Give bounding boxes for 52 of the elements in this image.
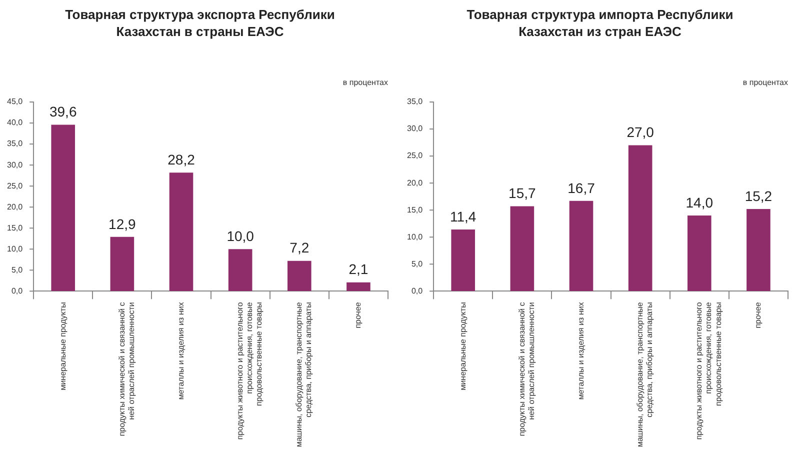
y-tick-label: 30,0 xyxy=(406,124,424,134)
y-tick-label: 10,0 xyxy=(406,232,424,242)
y-tick-label: 30,0 xyxy=(6,160,24,170)
x-tick-label: прочее xyxy=(354,302,363,328)
bar xyxy=(569,200,594,292)
y-axis-title: в процентах xyxy=(342,78,388,87)
y-tick-label: 20,0 xyxy=(6,202,24,212)
bar xyxy=(628,145,652,292)
data-label: 14,0 xyxy=(686,194,714,210)
data-label: 7,2 xyxy=(290,240,310,256)
data-label: 27,0 xyxy=(626,124,654,140)
data-label: 28,2 xyxy=(168,151,196,168)
y-tick-label: 5,0 xyxy=(411,259,424,268)
x-tick-label: прочее xyxy=(754,302,763,328)
x-tick-label: минеральные продукты xyxy=(458,302,468,390)
bar xyxy=(687,215,712,292)
data-label: 2,1 xyxy=(348,261,368,278)
data-label: 15,7 xyxy=(508,185,536,202)
bar xyxy=(228,249,252,292)
data-label: 10,0 xyxy=(226,228,254,244)
bar xyxy=(51,124,76,292)
x-tick-label: минеральные продукты xyxy=(58,302,68,390)
bar xyxy=(169,172,194,292)
y-axis-title: в процентах xyxy=(742,78,788,87)
bar xyxy=(746,209,770,292)
y-tick-label: 35,0 xyxy=(6,139,24,148)
bar xyxy=(287,260,312,292)
y-tick-label: 40,0 xyxy=(6,118,24,128)
chart-title: Товарная структура импорта Республики Казахстан из стран ЕАЭС xyxy=(466,6,734,40)
data-label: 15,2 xyxy=(744,188,772,204)
bar xyxy=(451,230,476,292)
y-tick-label: 45,0 xyxy=(6,97,24,106)
y-tick-label: 0,0 xyxy=(411,286,424,296)
bar xyxy=(510,206,534,292)
x-tick-label: металлы и изделия из них xyxy=(176,302,186,400)
x-tick-label: металлы и изделия из них xyxy=(576,302,586,400)
bar xyxy=(346,282,370,292)
y-tick-label: 5,0 xyxy=(11,265,24,274)
chart-title: Товарная структура экспорта Республики Казахстан в страны ЕАЭС xyxy=(64,6,336,40)
data-label: 16,7 xyxy=(568,180,596,196)
y-tick-label: 25,0 xyxy=(6,181,24,190)
data-label: 12,9 xyxy=(108,216,136,232)
y-tick-label: 35,0 xyxy=(406,97,424,106)
y-tick-label: 10,0 xyxy=(6,244,24,254)
y-tick-label: 15,0 xyxy=(406,205,424,214)
y-tick-label: 20,0 xyxy=(406,178,424,188)
y-tick-label: 25,0 xyxy=(406,151,424,160)
y-tick-label: 15,0 xyxy=(6,223,24,232)
bar xyxy=(110,236,134,292)
data-label: 39,6 xyxy=(49,104,77,120)
data-label: 11,4 xyxy=(450,208,476,224)
y-tick-label: 0,0 xyxy=(11,286,24,296)
